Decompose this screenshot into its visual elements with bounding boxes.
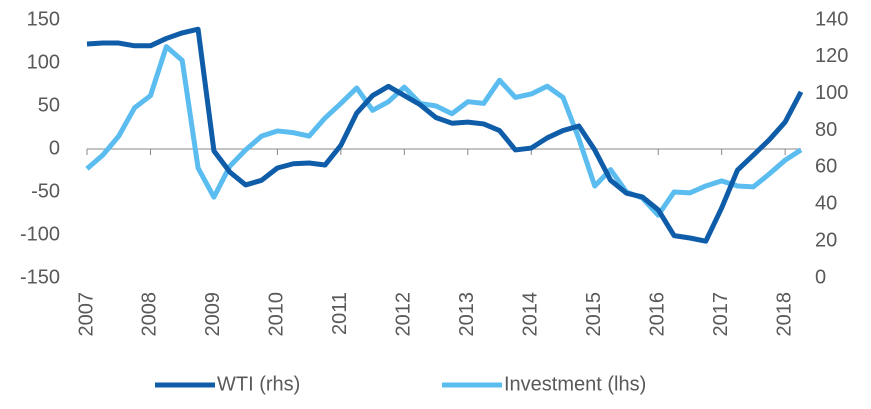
y-tick-label: 0 <box>49 137 60 159</box>
line-series <box>85 44 803 218</box>
y-tick-label: 100 <box>27 51 60 73</box>
y2-tick-label: 140 <box>815 8 848 30</box>
legend-label: WTI (rhs) <box>217 373 300 395</box>
y2-tick-label: 100 <box>815 82 848 104</box>
x-tick-label: 2013 <box>456 292 478 337</box>
x-tick-label: 2016 <box>646 292 668 337</box>
legend-label: Investment (lhs) <box>504 373 646 395</box>
x-tick-label: 2011 <box>329 292 351 335</box>
y-tick-label: 50 <box>38 94 60 116</box>
y2-tick-label: 0 <box>815 266 826 288</box>
y-tick-label: -150 <box>20 266 60 288</box>
x-tick-label: 2015 <box>583 292 605 337</box>
y2-tick-label: 60 <box>815 156 837 178</box>
y2-tick-label: 80 <box>815 119 837 141</box>
x-tick-label: 2008 <box>139 292 161 337</box>
x-tick-label: 2012 <box>393 292 415 337</box>
line-series <box>86 26 804 244</box>
x-tick-label: 2018 <box>773 292 795 337</box>
x-tick-label: 2014 <box>520 292 542 337</box>
y2-tick-label: 20 <box>815 229 837 251</box>
y-tick-label: -50 <box>31 180 60 202</box>
x-tick-label: 2009 <box>202 292 224 337</box>
x-tick-label: 2010 <box>266 292 288 337</box>
y2-tick-label: 40 <box>815 193 837 215</box>
x-tick-label: 2017 <box>710 292 732 337</box>
x-tick-label: 2007 <box>75 292 97 337</box>
y2-tick-label: 120 <box>815 45 848 67</box>
y-tick-label: 150 <box>27 8 60 30</box>
y-tick-label: -100 <box>20 223 60 245</box>
